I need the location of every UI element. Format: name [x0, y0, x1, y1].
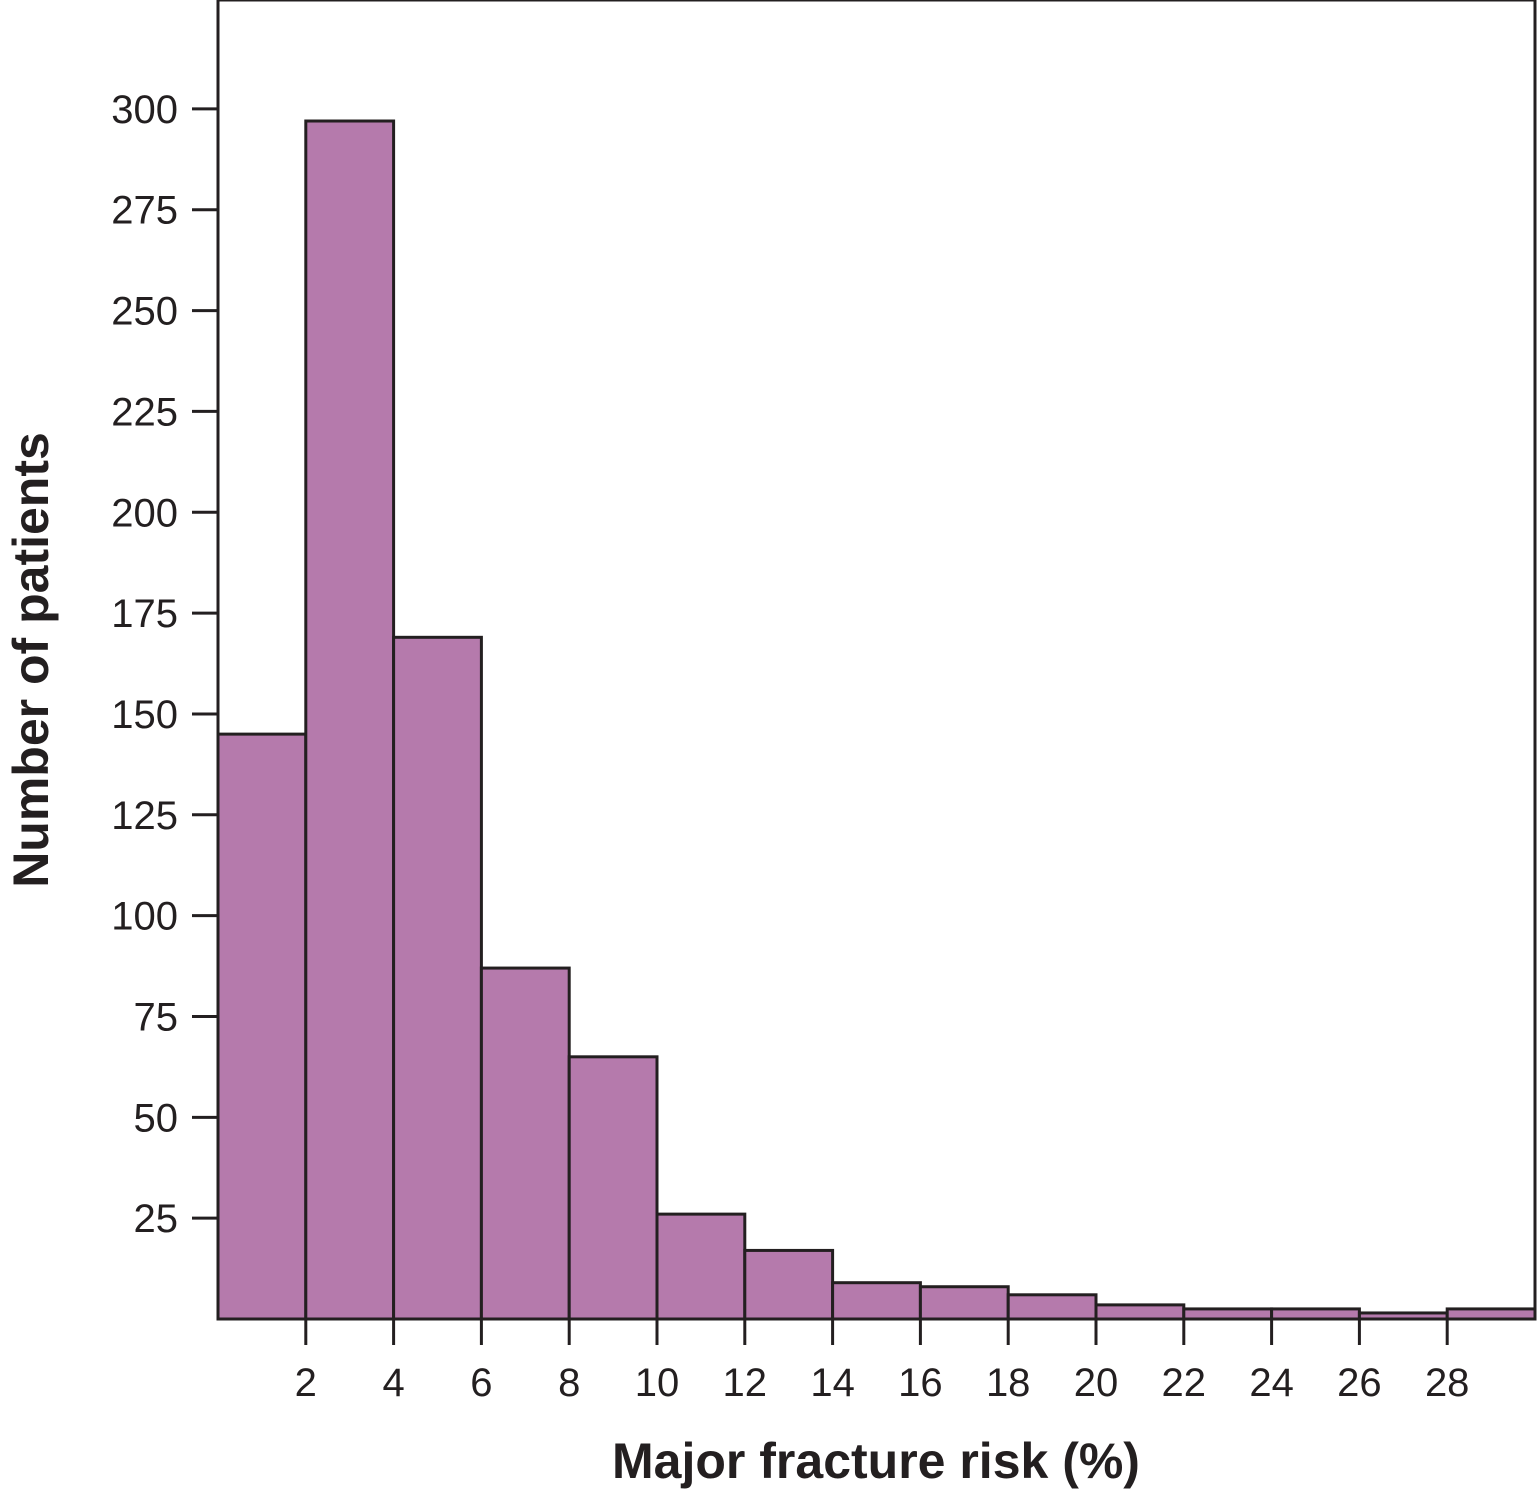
- histogram-bar: [479, 966, 571, 1321]
- x-tick-label: 28: [1425, 1361, 1470, 1405]
- x-tick-label: 4: [382, 1361, 404, 1405]
- histogram-bar: [1006, 1293, 1098, 1321]
- y-tick-label: 125: [111, 794, 178, 838]
- histogram-bar: [743, 1248, 835, 1321]
- x-tick-label: 14: [810, 1361, 855, 1405]
- y-tick-label: 200: [111, 491, 178, 535]
- y-tick-label: 225: [111, 390, 178, 434]
- x-tick-label: 24: [1249, 1361, 1294, 1405]
- histogram-bar: [1445, 1307, 1537, 1321]
- x-tick-label: 26: [1337, 1361, 1382, 1405]
- y-tick-label: 100: [111, 895, 178, 939]
- x-tick-label: 6: [470, 1361, 492, 1405]
- plot-frame: [216, 0, 1537, 1321]
- histogram-bar: [567, 1055, 659, 1321]
- y-axis-title: Number of patients: [3, 432, 59, 888]
- histogram-bars: [216, 119, 1537, 1321]
- histogram-bar: [655, 1212, 747, 1321]
- histogram-bar: [392, 635, 483, 1321]
- histogram-bar: [918, 1285, 1010, 1321]
- x-tick-label: 16: [898, 1361, 943, 1405]
- x-axis-ticks: 2 4 6 8 10 12 14 16 18 20 22 24 26 28: [295, 1319, 1470, 1405]
- y-tick-label: 300: [111, 88, 178, 132]
- histogram-bar: [1270, 1307, 1361, 1321]
- x-tick-label: 18: [986, 1361, 1031, 1405]
- x-tick-label: 2: [295, 1361, 317, 1405]
- y-tick-label: 50: [134, 1096, 179, 1140]
- histogram-bar: [216, 732, 308, 1321]
- y-tick-label: 25: [134, 1197, 179, 1241]
- x-tick-label: 20: [1074, 1361, 1119, 1405]
- x-axis-title: Major fracture risk (%): [612, 1433, 1140, 1489]
- y-tick-label: 175: [111, 592, 178, 636]
- x-tick-label: 22: [1162, 1361, 1207, 1405]
- x-tick-label: 8: [558, 1361, 580, 1405]
- y-tick-label: 275: [111, 189, 178, 233]
- y-tick-label: 150: [111, 693, 178, 737]
- histogram-bar: [1182, 1307, 1274, 1321]
- histogram-bar: [831, 1281, 922, 1321]
- y-axis-ticks: 25 50 75 100 125 150 175 200 225 250 275 300: [111, 88, 218, 1241]
- x-tick-label: 12: [723, 1361, 768, 1405]
- y-tick-label: 75: [134, 995, 179, 1039]
- x-tick-label: 10: [635, 1361, 680, 1405]
- histogram-bar: [1094, 1303, 1186, 1321]
- y-tick-label: 250: [111, 290, 178, 334]
- histogram-bar: [304, 119, 396, 1321]
